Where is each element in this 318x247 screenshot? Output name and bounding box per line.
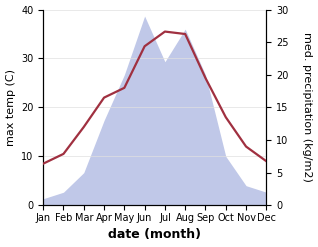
X-axis label: date (month): date (month) xyxy=(108,228,201,242)
Y-axis label: med. precipitation (kg/m2): med. precipitation (kg/m2) xyxy=(302,32,313,182)
Y-axis label: max temp (C): max temp (C) xyxy=(5,69,16,146)
